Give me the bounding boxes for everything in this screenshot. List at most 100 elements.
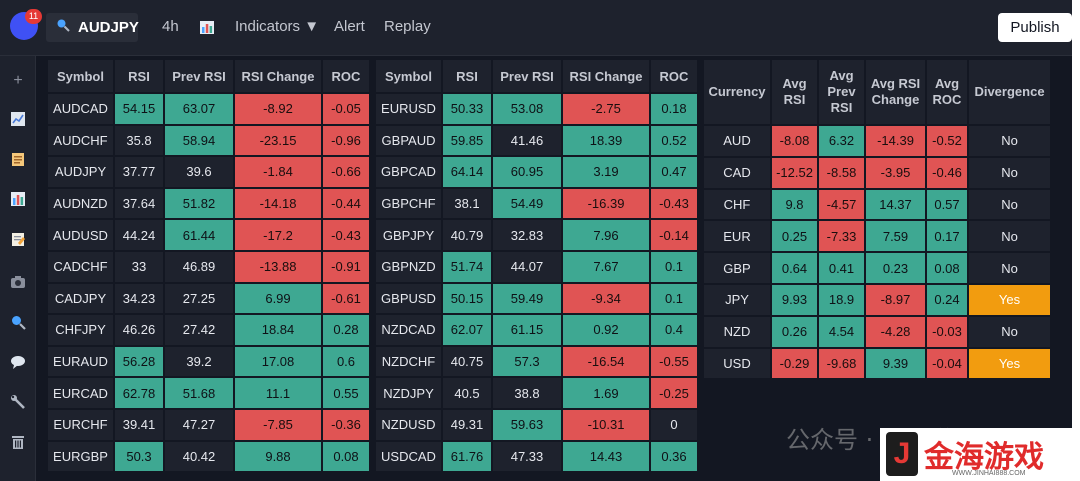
cell-rsi: 62.07 xyxy=(443,315,493,347)
table-row: CHF 9.8 -4.57 14.37 0.57 No xyxy=(704,189,1052,222)
top-toolbar: 11 AUDJPY 4h Indicators ▼ Alert Replay P… xyxy=(0,0,1072,56)
cell-prev-rsi: 32.83 xyxy=(493,220,563,252)
cell-symbol: NZDCAD xyxy=(376,315,443,347)
cell-prev-rsi: 58.94 xyxy=(165,125,235,158)
cell-rsi: 40.75 xyxy=(443,346,493,379)
cell-symbol: CADJPY xyxy=(48,283,115,316)
cell-rsi: 59.85 xyxy=(443,125,493,158)
cell-symbol: NZDUSD xyxy=(376,409,443,442)
cell-avg-rsi: -8.08 xyxy=(772,126,819,158)
cell-rsi: 34.23 xyxy=(115,283,165,316)
cell-currency: CAD xyxy=(704,157,772,190)
cell-prev-rsi: 60.95 xyxy=(493,157,563,189)
table-row: AUDNZD 37.64 51.82 -14.18 -0.44 xyxy=(48,188,371,221)
cell-rsi-change: -23.15 xyxy=(235,125,323,158)
cell-currency: CHF xyxy=(704,189,772,222)
cell-rsi-change: 7.67 xyxy=(563,251,651,284)
col-header-symbol: Symbol xyxy=(48,60,115,94)
symbol-search-button[interactable]: AUDJPY xyxy=(46,13,139,42)
chart-line-icon[interactable] xyxy=(8,111,28,131)
wrench-icon[interactable] xyxy=(8,394,28,414)
cell-roc: -0.14 xyxy=(651,220,699,252)
cell-divergence: No xyxy=(969,157,1052,190)
camera-icon[interactable] xyxy=(8,274,28,294)
cell-prev-rsi: 61.15 xyxy=(493,315,563,347)
cell-roc: -0.43 xyxy=(651,188,699,221)
cell-currency: JPY xyxy=(704,284,772,317)
publish-button[interactable]: Publish xyxy=(998,13,1072,42)
cell-divergence: No xyxy=(969,316,1052,349)
cell-avg-prev-rsi: -9.68 xyxy=(819,348,866,381)
cell-symbol: AUDJPY xyxy=(48,157,115,189)
cell-roc: -0.61 xyxy=(323,283,371,316)
cell-avg-prev-rsi: -4.57 xyxy=(819,189,866,222)
notification-badge: 11 xyxy=(25,9,42,24)
currency-summary-table: Currency Avg RSI Avg Prev RSI Avg RSI Ch… xyxy=(704,60,1052,381)
cell-rsi-change: 14.43 xyxy=(563,441,651,474)
cell-prev-rsi: 61.44 xyxy=(165,220,235,252)
plus-icon[interactable]: + xyxy=(13,72,23,89)
trash-icon[interactable] xyxy=(8,434,28,454)
cell-avg-roc: -0.03 xyxy=(927,316,969,349)
cell-prev-rsi: 57.3 xyxy=(493,346,563,379)
clipboard-icon[interactable] xyxy=(8,151,28,171)
note-edit-icon[interactable] xyxy=(8,231,28,251)
cell-avg-rsi-change: -3.95 xyxy=(866,157,927,190)
rsi-table-right: Symbol RSI Prev RSI RSI Change ROC EURUS… xyxy=(376,60,699,474)
chat-bubble-icon[interactable] xyxy=(8,354,28,374)
cell-divergence: No xyxy=(969,253,1052,285)
replay-button[interactable]: Replay xyxy=(384,18,431,35)
col-header-roc: ROC xyxy=(651,60,699,94)
bar-chart-icon[interactable] xyxy=(8,191,28,211)
table-row: NZDCAD 62.07 61.15 0.92 0.4 xyxy=(376,315,699,347)
table-row: GBPCAD 64.14 60.95 3.19 0.47 xyxy=(376,157,699,189)
cell-prev-rsi: 51.68 xyxy=(165,378,235,410)
cell-avg-roc: 0.17 xyxy=(927,221,969,254)
col-header-currency: Currency xyxy=(704,60,772,126)
cell-roc: -0.25 xyxy=(651,378,699,410)
cell-rsi-change: -7.85 xyxy=(235,409,323,442)
cell-currency: NZD xyxy=(704,316,772,349)
cell-rsi: 50.15 xyxy=(443,283,493,316)
cell-rsi-change: 0.92 xyxy=(563,315,651,347)
col-header-rsi-change: RSI Change xyxy=(235,60,323,94)
table-row: CHFJPY 46.26 27.42 18.84 0.28 xyxy=(48,315,371,347)
cell-roc: 0.28 xyxy=(323,315,371,347)
cell-divergence: No xyxy=(969,221,1052,254)
cell-symbol: NZDCHF xyxy=(376,346,443,379)
cell-rsi: 38.1 xyxy=(443,188,493,221)
col-header-rsi: RSI xyxy=(443,60,493,94)
cell-roc: 0.36 xyxy=(651,441,699,474)
cell-currency: EUR xyxy=(704,221,772,254)
table-row: USDCAD 61.76 47.33 14.43 0.36 xyxy=(376,441,699,474)
table-row: CADJPY 34.23 27.25 6.99 -0.61 xyxy=(48,283,371,316)
table-row: NZDUSD 49.31 59.63 -10.31 0 xyxy=(376,409,699,442)
cell-rsi: 39.41 xyxy=(115,409,165,442)
cell-symbol: AUDCHF xyxy=(48,125,115,158)
cell-rsi-change: -8.92 xyxy=(235,94,323,126)
col-header-roc: ROC xyxy=(323,60,371,94)
alert-button[interactable]: Alert xyxy=(334,18,365,35)
table-row: CADCHF 33 46.89 -13.88 -0.91 xyxy=(48,251,371,284)
cell-rsi-change: -13.88 xyxy=(235,251,323,284)
table-row: EURCHF 39.41 47.27 -7.85 -0.36 xyxy=(48,409,371,442)
search-icon[interactable] xyxy=(8,314,28,334)
cell-currency: GBP xyxy=(704,253,772,285)
cell-prev-rsi: 38.8 xyxy=(493,378,563,410)
cell-prev-rsi: 63.07 xyxy=(165,94,235,126)
cell-divergence: No xyxy=(969,189,1052,222)
cell-roc: 0.55 xyxy=(323,378,371,410)
cell-symbol: AUDUSD xyxy=(48,220,115,252)
indicators-menu[interactable]: Indicators ▼ xyxy=(235,18,320,35)
table-row: EURGBP 50.3 40.42 9.88 0.08 xyxy=(48,441,371,474)
cell-prev-rsi: 47.27 xyxy=(165,409,235,442)
col-header-symbol: Symbol xyxy=(376,60,443,94)
cell-divergence: No xyxy=(969,126,1052,158)
cell-avg-rsi: 0.64 xyxy=(772,253,819,285)
timeframe-button[interactable]: 4h xyxy=(162,18,179,35)
table-row: GBPCHF 38.1 54.49 -16.39 -0.43 xyxy=(376,188,699,221)
cell-symbol: EURUSD xyxy=(376,94,443,126)
cell-rsi-change: -16.54 xyxy=(563,346,651,379)
cell-prev-rsi: 59.63 xyxy=(493,409,563,442)
chart-type-icon[interactable] xyxy=(199,19,215,39)
